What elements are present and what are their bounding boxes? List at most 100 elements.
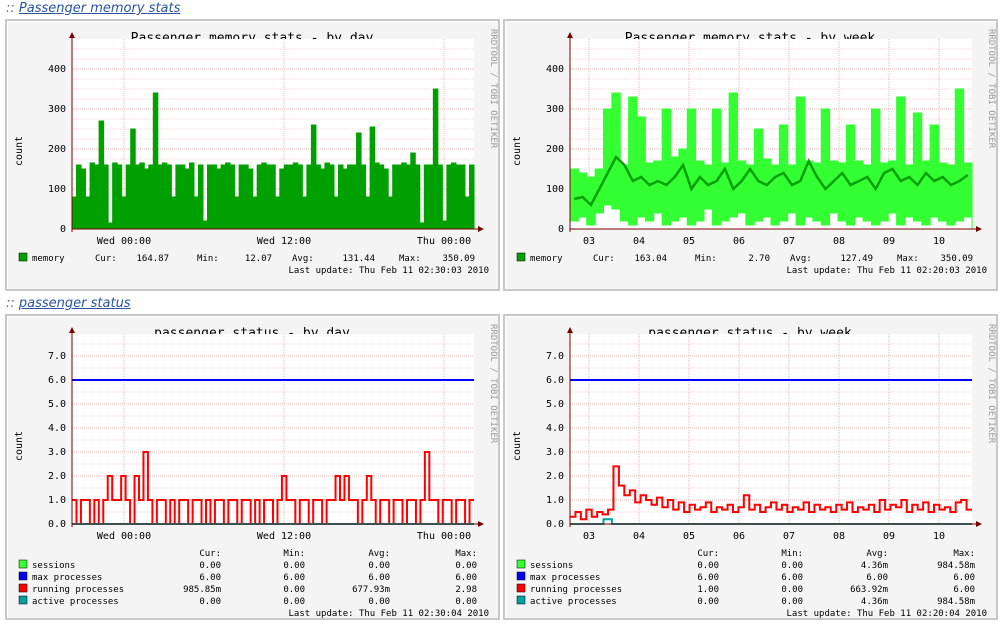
- legend-value: 0.00: [199, 561, 221, 571]
- legend-header: Cur:: [593, 254, 615, 264]
- legend-name: memory: [530, 254, 563, 264]
- section-link-memory[interactable]: Passenger memory stats: [18, 1, 181, 16]
- legend-name: running processes: [530, 585, 622, 595]
- x-tick-label: Wed 00:00: [97, 531, 151, 542]
- legend-header: Cur:: [95, 254, 117, 264]
- y-axis-label: count: [14, 431, 25, 461]
- legend-value: 0.00: [368, 561, 390, 571]
- legend-swatch: [18, 571, 28, 581]
- legend-swatch: [18, 583, 28, 593]
- y-tick-label: 0.0: [546, 519, 564, 530]
- y-tick-label: 5.0: [48, 399, 66, 410]
- x-tick-label: 04: [633, 236, 645, 247]
- x-tick-label: 09: [883, 531, 895, 542]
- legend-value: 6.00: [866, 573, 888, 583]
- legend-name: memory: [32, 254, 65, 264]
- legend-header: Max:: [455, 549, 477, 559]
- legend-header: Avg:: [866, 549, 888, 559]
- legend-value: 984.58m: [937, 561, 975, 571]
- legend-value: 0.00: [697, 597, 719, 607]
- x-tick-label: 07: [783, 236, 795, 247]
- y-axis-arrow: [567, 327, 573, 333]
- y-tick-label: 3.0: [546, 447, 564, 458]
- legend-value: 163.04: [634, 254, 667, 264]
- legend-value: 4.36m: [861, 561, 888, 571]
- graph-canvas: Passenger memory stats - by day RRDTOOL /…: [14, 29, 498, 276]
- x-tick-label: 04: [633, 531, 645, 542]
- legend-swatch: [516, 595, 526, 605]
- legend-header: Max:: [897, 254, 919, 264]
- y-tick-label: 200: [546, 144, 564, 155]
- last-update: Last update: Thu Feb 11 02:30:04 2010: [289, 609, 489, 618]
- legend-value: 350.09: [442, 254, 475, 264]
- legend-header: Cur:: [697, 549, 719, 559]
- status-day-graph[interactable]: passenger status - by day RRDTOOL / TOBI …: [5, 314, 500, 620]
- legend-value: 2.70: [748, 254, 770, 264]
- legend-name: active processes: [530, 597, 617, 607]
- y-tick-label: 2.0: [546, 471, 564, 482]
- last-update: Last update: Thu Feb 11 02:20:04 2010: [787, 609, 987, 618]
- x-axis-arrow: [976, 521, 982, 527]
- y-tick-label: 6.0: [48, 375, 66, 386]
- y-tick-label: 200: [48, 144, 66, 155]
- section-link-status[interactable]: passenger status: [18, 296, 131, 311]
- legend-swatch: [18, 595, 28, 605]
- y-axis-arrow: [69, 327, 75, 333]
- series-running-processes: [570, 465, 972, 521]
- legend-header: Cur:: [199, 549, 221, 559]
- legend-header: Max:: [399, 254, 421, 264]
- legend-name: max processes: [530, 573, 600, 583]
- legend-value: 663.92m: [850, 585, 888, 595]
- y-axis-arrow: [69, 32, 75, 38]
- legend-value: 0.00: [283, 561, 305, 571]
- x-tick-label: 05: [683, 531, 695, 542]
- memory-day-graph[interactable]: Passenger memory stats - by day RRDTOOL /…: [5, 19, 500, 291]
- graph-canvas: Passenger memory stats - by week RRDTOOL …: [512, 29, 996, 276]
- rrdtool-watermark: RRDTOOL / TOBI OETIKER: [986, 29, 996, 149]
- x-tick-label: 05: [683, 236, 695, 247]
- y-tick-label: 6.0: [546, 375, 564, 386]
- legend-header: Max:: [953, 549, 975, 559]
- y-tick-label: 5.0: [546, 399, 564, 410]
- y-axis-arrow: [567, 32, 573, 38]
- x-tick-label: Thu 00:00: [417, 531, 471, 542]
- x-tick-label: 10: [933, 531, 945, 542]
- rrdtool-watermark: RRDTOOL / TOBI OETIKER: [488, 324, 498, 444]
- y-tick-label: 0: [60, 224, 66, 235]
- legend-header: Min:: [283, 549, 305, 559]
- legend-value: 6.00: [283, 573, 305, 583]
- legend-value: 0.00: [368, 597, 390, 607]
- y-axis-label: count: [512, 431, 523, 461]
- legend-name: sessions: [32, 561, 75, 571]
- series-memory-min: [569, 204, 973, 230]
- legend-header: Avg:: [292, 254, 314, 264]
- x-tick-label: Wed 12:00: [257, 236, 311, 247]
- y-axis-label: count: [512, 136, 523, 166]
- legend-value: 6.00: [697, 573, 719, 583]
- memory-week-graph[interactable]: Passenger memory stats - by week RRDTOOL …: [503, 19, 998, 291]
- y-tick-label: 300: [546, 104, 564, 115]
- legend-value: 4.36m: [861, 597, 888, 607]
- y-tick-label: 7.0: [546, 351, 564, 362]
- legend-swatch: [516, 559, 526, 569]
- legend-value: 985.85m: [183, 585, 221, 595]
- legend-header: Min:: [695, 254, 717, 264]
- x-axis-arrow: [976, 226, 982, 232]
- y-tick-label: 4.0: [546, 423, 564, 434]
- y-tick-label: 4.0: [48, 423, 66, 434]
- legend-value: 131.44: [342, 254, 375, 264]
- y-tick-label: 1.0: [48, 495, 66, 506]
- plot-area: [72, 334, 474, 524]
- y-tick-label: 100: [546, 184, 564, 195]
- section-heading-status: :: passenger status: [6, 296, 131, 311]
- legend-value: 0.00: [455, 561, 477, 571]
- y-tick-label: 0.0: [48, 519, 66, 530]
- x-tick-label: Thu 00:00: [417, 236, 471, 247]
- legend-value: 0.00: [283, 585, 305, 595]
- legend-swatch: [516, 252, 526, 262]
- x-axis-arrow: [478, 521, 484, 527]
- x-tick-label: 06: [733, 236, 745, 247]
- legend-value: 0.00: [455, 597, 477, 607]
- status-week-graph[interactable]: passenger status - by week RRDTOOL / TOBI…: [503, 314, 998, 620]
- legend-swatch: [516, 583, 526, 593]
